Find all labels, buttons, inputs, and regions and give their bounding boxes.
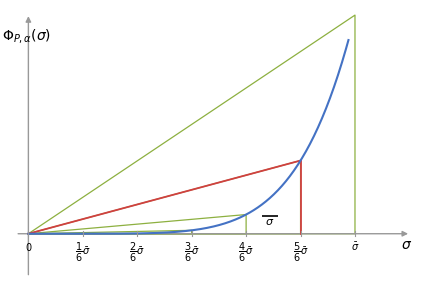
Text: $\dfrac{1}{6}\bar{\sigma}$: $\dfrac{1}{6}\bar{\sigma}$ <box>75 241 91 265</box>
Text: $\dfrac{5}{6}\bar{\sigma}$: $\dfrac{5}{6}\bar{\sigma}$ <box>292 241 308 265</box>
Text: $\dfrac{2}{6}\bar{\sigma}$: $\dfrac{2}{6}\bar{\sigma}$ <box>129 241 145 265</box>
Text: $\bar{\sigma}$: $\bar{\sigma}$ <box>350 241 358 253</box>
Text: $\sigma$: $\sigma$ <box>265 217 274 227</box>
Text: $\dfrac{3}{6}\bar{\sigma}$: $\dfrac{3}{6}\bar{\sigma}$ <box>183 241 199 265</box>
Text: $\dfrac{4}{6}\bar{\sigma}$: $\dfrac{4}{6}\bar{\sigma}$ <box>238 241 253 265</box>
Text: $0$: $0$ <box>25 241 32 253</box>
Text: $\sigma$: $\sigma$ <box>400 238 412 252</box>
Text: $\Phi_{P,\alpha}(\sigma)$: $\Phi_{P,\alpha}(\sigma)$ <box>2 27 51 45</box>
